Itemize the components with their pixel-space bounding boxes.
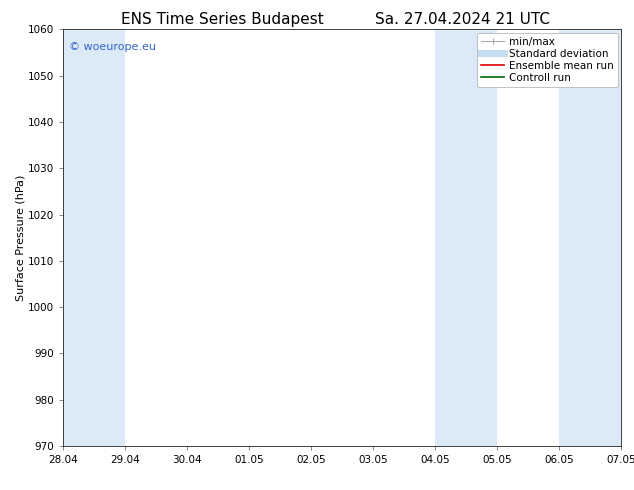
Bar <box>559 29 621 446</box>
Y-axis label: Surface Pressure (hPa): Surface Pressure (hPa) <box>15 174 25 301</box>
Legend: min/max, Standard deviation, Ensemble mean run, Controll run: min/max, Standard deviation, Ensemble me… <box>477 32 618 87</box>
Text: © woeurope.eu: © woeurope.eu <box>69 42 156 52</box>
Text: Sa. 27.04.2024 21 UTC: Sa. 27.04.2024 21 UTC <box>375 12 550 27</box>
Bar <box>436 29 497 446</box>
Text: ENS Time Series Budapest: ENS Time Series Budapest <box>120 12 323 27</box>
Bar <box>63 29 126 446</box>
